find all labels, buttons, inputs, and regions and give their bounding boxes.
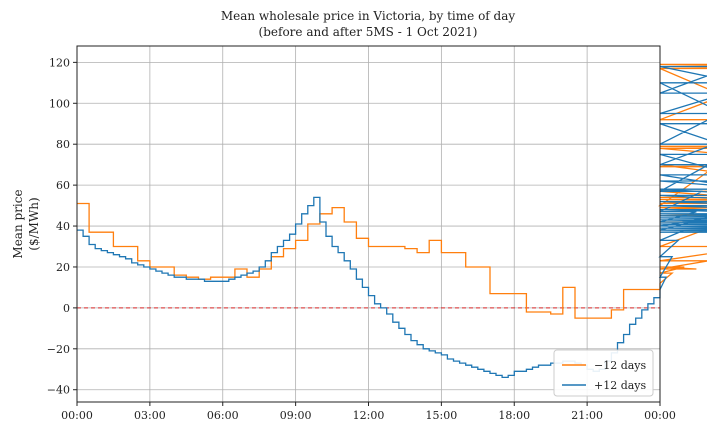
y-axis-label-line-1: Mean price (11, 189, 25, 258)
x-tick-label: 15:00 (426, 409, 458, 422)
x-tick-label: 06:00 (207, 409, 239, 422)
y-axis: −40 −20 0 20 40 60 80 100 120 (47, 56, 77, 397)
x-tick-label: 18:00 (498, 409, 530, 422)
y-tick-label: 40 (56, 220, 70, 233)
x-tick-label: 03:00 (134, 409, 166, 422)
series-line-1 (77, 63, 707, 319)
y-axis-label: Mean price ($/MWh) (11, 189, 41, 258)
x-tick-label: 21:00 (571, 409, 603, 422)
y-tick-label: 80 (56, 138, 70, 151)
x-tick-label: 00:00 (644, 409, 676, 422)
legend-label-series-2: +12 days (594, 379, 647, 392)
y-tick-label: 100 (49, 97, 70, 110)
legend-label-series-1: −12 days (594, 359, 647, 372)
y-tick-label: 0 (63, 302, 70, 315)
x-tick-label: 00:00 (61, 409, 93, 422)
series-lines (77, 63, 707, 379)
x-axis: 00:00 03:00 06:00 09:00 12:00 15:00 18:00 21:00… (61, 402, 676, 422)
grid (76, 46, 661, 402)
y-tick-label: 120 (49, 56, 70, 69)
y-tick-label: 20 (56, 261, 70, 274)
x-tick-label: 12:00 (353, 409, 385, 422)
y-axis-label-line-2: ($/MWh) (27, 197, 41, 250)
legend: −12 days +12 days (553, 349, 654, 397)
x-tick-label: 09:00 (280, 409, 312, 422)
y-tick-label: −40 (47, 384, 70, 397)
chart-title: Mean wholesale price in Victoria, by tim… (221, 9, 516, 23)
chart-subtitle: (before and after 5MS - 1 Oct 2021) (259, 25, 478, 39)
y-tick-label: −20 (47, 343, 70, 356)
series-line-2 (77, 65, 707, 379)
y-tick-label: 60 (56, 179, 70, 192)
